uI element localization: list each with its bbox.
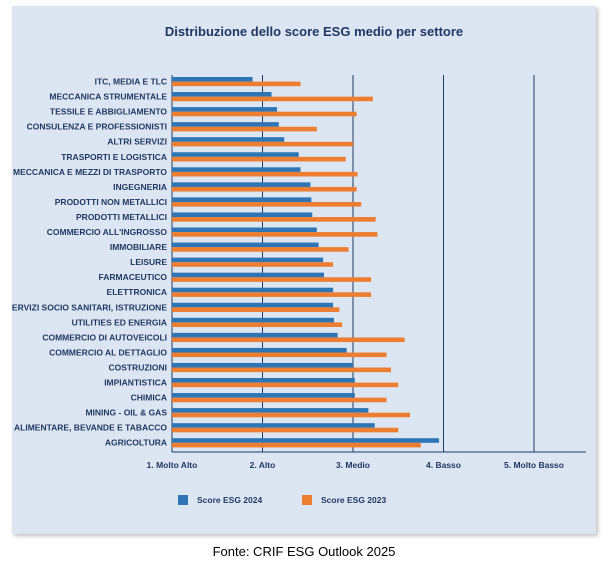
bar-2024: [172, 167, 301, 172]
bar-2023: [172, 81, 301, 87]
category-label: COSTRUZIONI: [108, 362, 167, 372]
bar-2024: [172, 332, 338, 338]
x-tick-label: 2. Alto: [250, 460, 276, 470]
legend: Score ESG 2024 Score ESG 2023: [178, 495, 386, 505]
legend-label-2023: Score ESG 2023: [321, 495, 386, 505]
bar-2023: [172, 217, 376, 222]
bar-2024: [172, 362, 353, 368]
chart-panel: Distribuzione dello score ESG medio per …: [12, 6, 596, 534]
chart-title: Distribuzione dello score ESG medio per …: [165, 24, 463, 39]
category-label: LEISURE: [130, 257, 167, 267]
category-label: UTILITIES ED ENERGIA: [72, 317, 167, 327]
chart-svg: Distribuzione dello score ESG medio per …: [12, 24, 586, 505]
category-label: COMMERCIO ALL'INGROSSO: [47, 227, 168, 237]
bar-2024: [172, 182, 311, 187]
bar-2023: [172, 171, 358, 177]
category-label: PRODOTTI NON METALLICI: [55, 197, 167, 207]
x-tick-label: 1. Molto Alto: [147, 460, 198, 470]
bar-2024: [172, 242, 319, 248]
bar-2024: [172, 212, 313, 218]
legend-swatch-2023: [302, 495, 312, 505]
category-label: MECCANICA E MEZZI DI TRASPORTO: [13, 167, 167, 177]
category-label: ITC, MEDIA E TLC: [95, 77, 167, 87]
bar-2023: [172, 247, 349, 252]
category-label: IMPIANTISTICA: [104, 378, 167, 388]
bar-2023: [172, 412, 411, 418]
category-label: INGEGNERIA: [113, 182, 167, 192]
category-label: CHIMICA: [131, 393, 167, 403]
bar-2024: [172, 272, 325, 278]
category-label: COMMERCIO DI AUTOVEICOLI: [42, 332, 167, 342]
bar-2023: [172, 96, 373, 102]
bar-2023: [172, 442, 421, 448]
category-label: MECCANICA STRUMENTALE: [49, 92, 167, 102]
x-tick-label: 3. Medio: [336, 460, 370, 470]
category-label: COMMERCIO AL DETTAGLIO: [49, 347, 167, 357]
bar-2024: [172, 257, 324, 263]
bars: [172, 77, 439, 448]
bar-2023: [172, 322, 343, 327]
category-labels: ITC, MEDIA E TLC MECCANICA STRUMENTALE TES…: [12, 77, 167, 448]
bar-2024: [172, 107, 277, 112]
bar-2024: [172, 317, 334, 323]
bar-2024: [172, 393, 355, 398]
bar-2024: [172, 287, 334, 293]
bar-2023: [172, 337, 405, 343]
category-label: ALIMENTARE, BEVANDE E TABACCO: [14, 423, 167, 433]
category-label: CONSULENZA E PROFESSIONISTI: [27, 122, 167, 132]
bar-2024: [172, 227, 317, 233]
category-label: AGRICOLTURA: [105, 438, 167, 448]
bar-2023: [172, 307, 340, 312]
bar-2024: [172, 77, 253, 82]
legend-label-2024: Score ESG 2024: [197, 495, 262, 505]
bar-2023: [172, 186, 357, 192]
bar-2024: [172, 408, 369, 413]
bar-2023: [172, 262, 334, 267]
bar-2024: [172, 347, 347, 353]
category-label: PRODOTTI METALLICI: [76, 212, 167, 222]
source-note: Fonte: CRIF ESG Outlook 2025: [212, 544, 396, 559]
category-label: IMMOBILIARE: [110, 242, 167, 252]
bar-2023: [172, 202, 362, 207]
x-tick-label: 4. Basso: [426, 460, 461, 470]
bar-2024: [172, 302, 334, 308]
legend-swatch-2024: [178, 495, 188, 505]
bar-2024: [172, 137, 285, 142]
bar-2024: [172, 197, 312, 202]
bar-2024: [172, 438, 439, 443]
bar-2023: [172, 397, 387, 403]
bar-2023: [172, 277, 372, 282]
category-label: TESSILE E ABBIGLIAMENTO: [50, 107, 168, 117]
x-tick-label: 5. Molto Basso: [504, 460, 564, 470]
bar-2023: [172, 352, 387, 358]
bar-2024: [172, 152, 299, 157]
category-label: ELETTRONICA: [107, 287, 167, 297]
bar-2023: [172, 232, 378, 237]
bar-2023: [172, 111, 357, 117]
bar-2023: [172, 141, 353, 147]
bar-2023: [172, 367, 392, 373]
bar-2023: [172, 292, 372, 297]
bar-2023: [172, 427, 399, 433]
bar-2023: [172, 382, 399, 388]
bar-2024: [172, 92, 272, 97]
bar-2024: [172, 423, 375, 428]
category-label: MINING - OIL & GAS: [85, 408, 167, 418]
category-label: ALTRI SERVIZI: [107, 137, 167, 147]
category-label: TRASPORTI E LOGISTICA: [61, 152, 167, 162]
bar-2023: [172, 126, 317, 132]
category-label: SERVIZI SOCIO SANITARI, ISTRUZIONE: [12, 302, 167, 312]
bar-2023: [172, 156, 346, 162]
bar-2024: [172, 122, 279, 127]
bar-2024: [172, 378, 355, 383]
category-label: FARMACEUTICO: [99, 272, 168, 282]
x-tick-labels: 1. Molto Alto 2. Alto 3. Medio 4. Basso 5. M…: [147, 460, 564, 470]
